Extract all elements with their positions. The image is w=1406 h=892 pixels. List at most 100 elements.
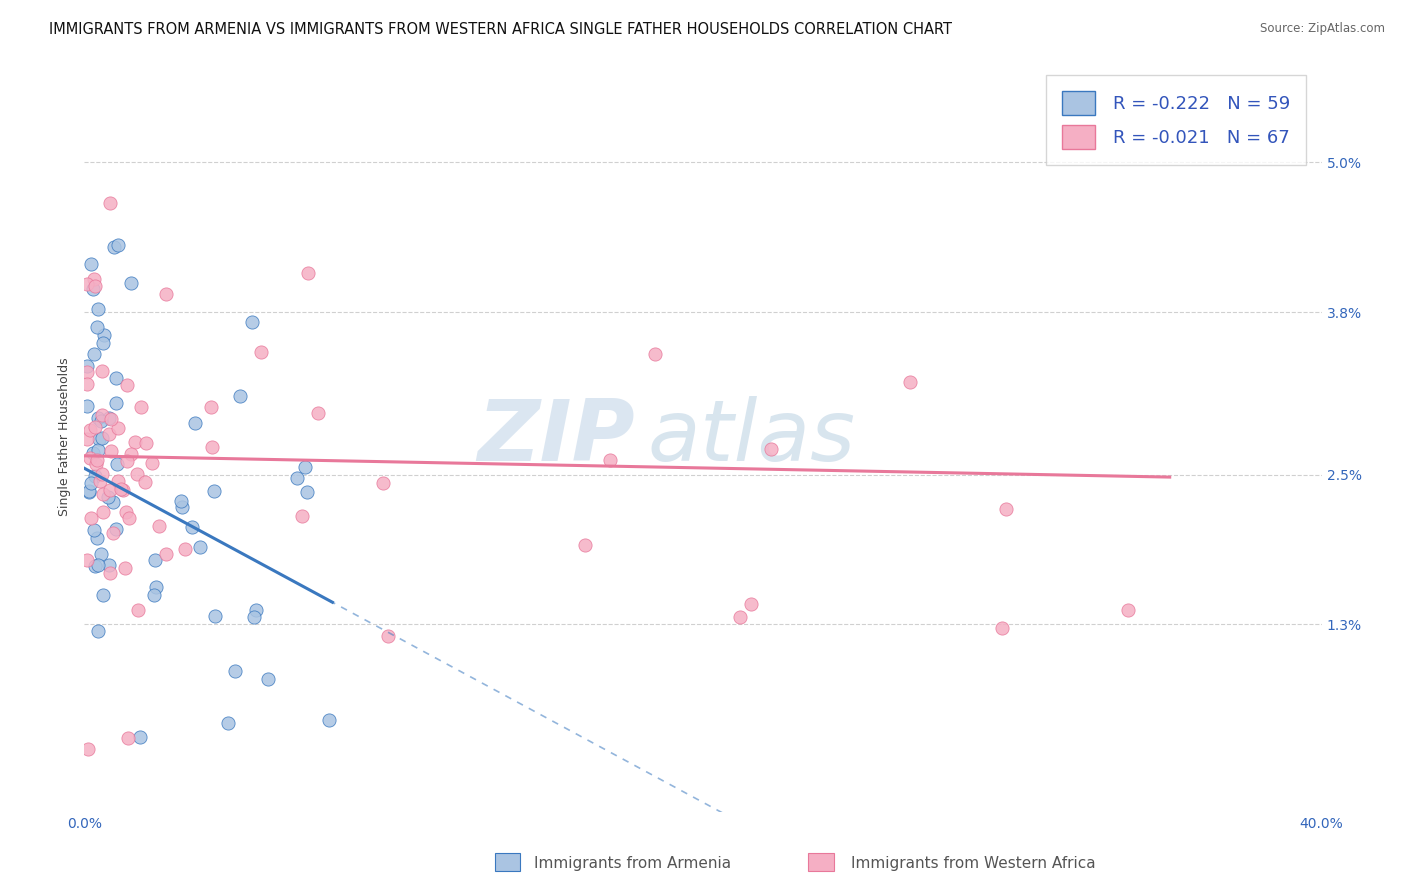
Point	[172, 500, 194, 515]
Point	[91, 588, 114, 602]
Text: Immigrants from Western Africa: Immigrants from Western Africa	[851, 856, 1095, 871]
Point	[155, 547, 177, 561]
Point	[79, 484, 101, 499]
Point	[83, 523, 105, 537]
Point	[898, 375, 921, 389]
Point	[100, 443, 122, 458]
Point	[91, 487, 114, 501]
Point	[117, 378, 139, 392]
Point	[200, 440, 222, 454]
Point	[82, 282, 104, 296]
Point	[294, 460, 316, 475]
Point	[98, 195, 121, 210]
Point	[107, 238, 129, 252]
Point	[100, 411, 122, 425]
Text: ZIP: ZIP	[477, 395, 636, 479]
Point	[285, 471, 308, 485]
Point	[90, 547, 112, 561]
Point	[87, 558, 110, 572]
Point	[170, 494, 193, 508]
Point	[87, 432, 110, 446]
Point	[76, 365, 98, 379]
Text: Source: ZipAtlas.com: Source: ZipAtlas.com	[1260, 22, 1385, 36]
Point	[180, 519, 202, 533]
Point	[76, 400, 98, 414]
Point	[97, 427, 120, 442]
Point	[135, 435, 157, 450]
Point	[107, 421, 129, 435]
Point	[318, 713, 340, 727]
Point	[120, 276, 142, 290]
Point	[173, 541, 195, 556]
Point	[574, 538, 596, 552]
Point	[110, 482, 132, 496]
Point	[80, 257, 103, 271]
Text: IMMIGRANTS FROM ARMENIA VS IMMIGRANTS FROM WESTERN AFRICA SINGLE FATHER HOUSEHOL: IMMIGRANTS FROM ARMENIA VS IMMIGRANTS FR…	[49, 22, 952, 37]
Point	[84, 469, 107, 483]
Point	[91, 335, 114, 350]
Point	[103, 240, 125, 254]
Point	[101, 526, 124, 541]
Point	[105, 457, 128, 471]
Point	[84, 457, 107, 471]
Point	[120, 447, 142, 461]
Point	[371, 476, 394, 491]
Point	[599, 452, 621, 467]
Point	[76, 359, 98, 374]
Y-axis label: Single Father Households: Single Father Households	[58, 358, 72, 516]
Point	[740, 597, 762, 611]
Point	[114, 561, 136, 575]
Point	[125, 467, 148, 481]
Point	[90, 431, 112, 445]
Point	[105, 396, 128, 410]
Point	[98, 558, 121, 573]
Point	[89, 474, 111, 488]
Point	[229, 388, 252, 402]
Point	[87, 410, 110, 425]
Point	[1118, 603, 1140, 617]
Point	[83, 271, 105, 285]
Point	[91, 467, 114, 482]
Point	[76, 277, 98, 292]
Point	[249, 345, 271, 359]
Text: Immigrants from Armenia: Immigrants from Armenia	[534, 856, 731, 871]
Point	[100, 483, 122, 498]
Point	[200, 400, 222, 414]
Point	[143, 588, 166, 602]
Point	[155, 287, 177, 301]
Point	[143, 553, 166, 567]
Point	[761, 442, 783, 457]
Point	[728, 610, 751, 624]
Point	[82, 446, 104, 460]
Point	[86, 531, 108, 545]
Point	[183, 416, 205, 430]
Point	[994, 501, 1017, 516]
Point	[224, 665, 246, 679]
Point	[245, 602, 267, 616]
Point	[991, 621, 1014, 635]
Point	[80, 511, 103, 525]
Point	[202, 484, 225, 499]
Bar	[808, 853, 834, 871]
Point	[295, 485, 318, 500]
Point	[188, 540, 211, 554]
Point	[117, 731, 139, 745]
Point	[124, 434, 146, 449]
Point	[98, 566, 121, 581]
Point	[98, 411, 121, 425]
Point	[77, 483, 100, 498]
Point	[90, 409, 112, 423]
Point	[240, 315, 263, 329]
Point	[87, 624, 110, 638]
Point	[77, 742, 100, 756]
Point	[129, 400, 152, 414]
Point	[297, 266, 319, 280]
Point	[76, 377, 98, 392]
Point	[117, 454, 139, 468]
Legend: R = -0.222   N = 59, R = -0.021   N = 67: R = -0.222 N = 59, R = -0.021 N = 67	[1046, 75, 1306, 165]
Point	[83, 559, 105, 574]
Point	[107, 474, 129, 488]
Point	[644, 346, 666, 360]
Point	[91, 364, 114, 378]
Point	[83, 420, 105, 434]
